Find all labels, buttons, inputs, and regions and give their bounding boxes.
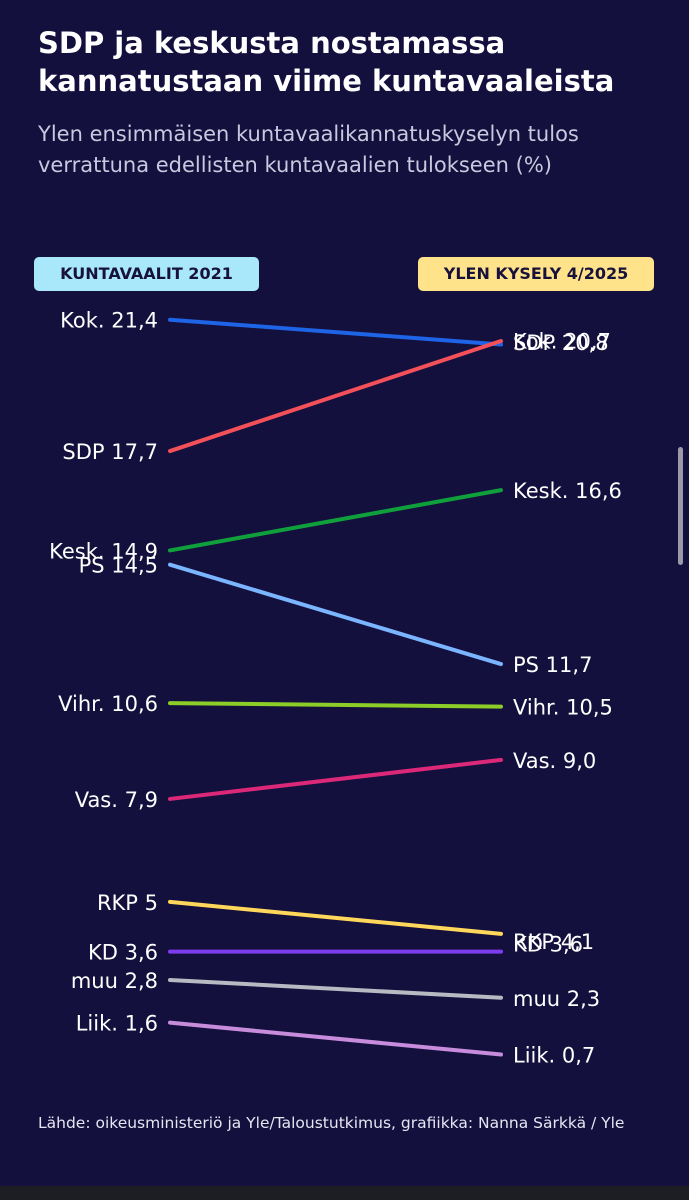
right-label-sdp: SDP 20,8 xyxy=(513,331,609,355)
left-label-rkp: RKP 5 xyxy=(97,891,158,915)
series-line-rkp xyxy=(168,899,503,936)
slope-chart: Kok. 21,4 Kok. 20,7 SDP 17,7 SDP 20,8 Kesk. … xyxy=(49,309,622,1068)
source-note: Lähde: oikeusministeriö ja Yle/Taloustut… xyxy=(38,1114,625,1132)
left-label-muu: muu 2,8 xyxy=(71,969,158,993)
left-label-liik: Liik. 1,6 xyxy=(76,1012,158,1036)
scrollbar-thumb[interactable] xyxy=(678,447,683,565)
left-label-ps: PS 14,5 xyxy=(79,554,158,578)
right-label-vihr: Vihr. 10,5 xyxy=(513,696,613,720)
series-line-ps xyxy=(168,562,503,667)
left-label-sdp: SDP 17,7 xyxy=(62,440,158,464)
right-column-badge: YLEN KYSELY 4/2025 xyxy=(418,257,654,291)
chart-subtitle: Ylen ensimmäisen kuntavaalikannatuskysel… xyxy=(38,122,579,177)
series-line-vas xyxy=(168,757,503,801)
series-line-liik xyxy=(168,1020,503,1057)
left-label-vihr: Vihr. 10,6 xyxy=(58,692,158,716)
bottom-bar xyxy=(0,1186,689,1200)
chart-title: SDP ja keskusta nostamassa kannatustaan … xyxy=(38,26,615,98)
right-label-ps: PS 11,7 xyxy=(513,653,592,677)
left-label-kok: Kok. 21,4 xyxy=(60,309,158,333)
series-line-muu xyxy=(168,978,503,1000)
left-label-kesk: Kesk. 14,9 xyxy=(49,539,158,563)
series-line-vihr xyxy=(168,701,503,709)
right-label-kok: Kok. 20,7 xyxy=(513,330,611,354)
right-label-muu: muu 2,3 xyxy=(513,987,600,1011)
right-label-liik: Liik. 0,7 xyxy=(513,1044,595,1068)
series-line-kesk xyxy=(168,488,503,553)
right-label-vas: Vas. 9,0 xyxy=(513,749,596,773)
right-label-rkp: RKP 4,1 xyxy=(513,930,594,954)
right-label-kd: KD 3,6 xyxy=(513,933,583,957)
left-label-vas: Vas. 7,9 xyxy=(75,788,158,812)
right-label-kesk: Kesk. 16,6 xyxy=(513,479,622,503)
left-column-badge: KUNTAVAALIT 2021 xyxy=(34,257,259,291)
left-label-kd: KD 3,6 xyxy=(88,941,158,965)
series-line-sdp xyxy=(168,339,503,454)
series-line-kok xyxy=(168,317,503,347)
